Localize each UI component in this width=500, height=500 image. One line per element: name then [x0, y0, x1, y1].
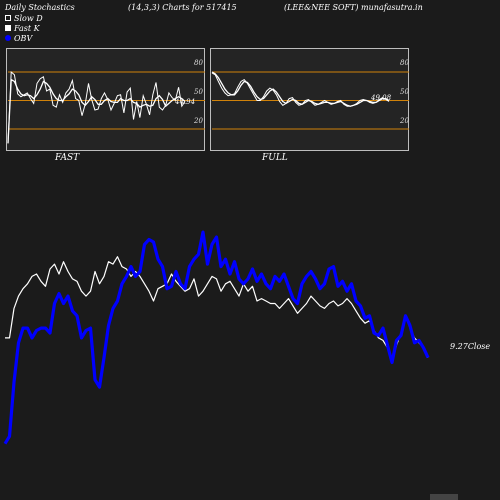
chart-title: Daily Stochastics [5, 3, 75, 12]
fast-slow-d-line [7, 78, 186, 144]
fast-tick-80: 80 [194, 59, 203, 67]
chart-symbol: (LEE&NEE SOFT) munafasutra.in [284, 3, 423, 12]
legend-fast-k-label: Fast K [14, 23, 40, 33]
fast-stochastic-panel: 80 50 20 44.94 [6, 48, 205, 151]
full-tick-20: 20 [400, 117, 409, 125]
fast-k-swatch-icon [5, 25, 11, 31]
legend-fast-k: Fast K [5, 23, 43, 33]
close-value: 9.27 [450, 342, 468, 351]
legend-slow-d-label: Slow D [14, 13, 43, 23]
full-tick-50: 50 [400, 88, 409, 96]
fast-last-value: 44.94 [175, 98, 196, 106]
full-slow-d-line [211, 71, 390, 107]
full-fast-k-line [211, 72, 390, 107]
fast-panel-label: FAST [55, 153, 80, 163]
full-panel-label: FULL [262, 153, 288, 163]
full-last-value: 49.08 [371, 94, 392, 102]
close-suffix: Close [467, 342, 491, 351]
obv-close-plot [3, 230, 430, 445]
fast-fast-k-line [7, 70, 186, 144]
full-stochastic-panel: 80 50 20 49.08 [210, 48, 409, 151]
chart-params: (14,3,3) Charts for 517415 [128, 3, 237, 12]
legend-obv: OBV [5, 33, 43, 43]
legend-obv-label: OBV [14, 33, 33, 43]
close-value-label: 9.27Close [450, 342, 490, 351]
full-tick-80: 80 [400, 59, 409, 67]
fast-tick-20: 20 [194, 117, 203, 125]
full-stochastic-plot [211, 71, 409, 130]
obv-swatch-icon [5, 35, 11, 41]
close-line [5, 256, 429, 364]
obv-line [3, 230, 430, 445]
slow-d-swatch-icon [5, 15, 11, 21]
legend-slow-d: Slow D [5, 13, 43, 23]
fast-tick-50: 50 [194, 88, 203, 96]
footer-bar [430, 494, 458, 500]
fast-stochastic-plot [7, 70, 205, 144]
legend: Slow D Fast K OBV [5, 13, 43, 43]
